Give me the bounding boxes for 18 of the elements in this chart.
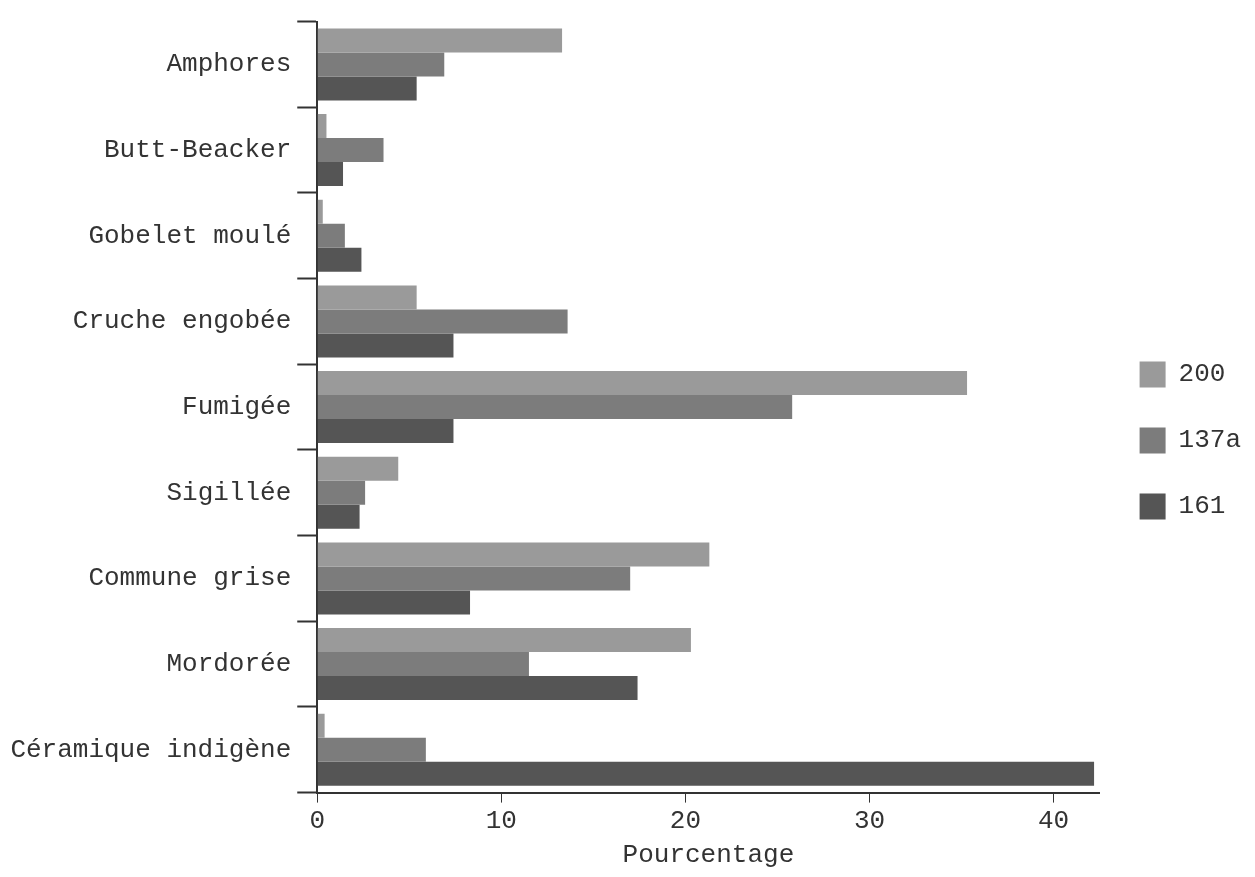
legend-label: 161	[1178, 491, 1226, 522]
x-tick-label: 40	[1037, 806, 1070, 837]
y-tick-label: Cruche engobée	[72, 306, 292, 337]
x-tick-label: 0	[309, 806, 326, 837]
x-tick-label: 10	[485, 806, 517, 837]
y-tick-label: Céramique indigène	[10, 734, 292, 765]
x-tick-label: 30	[853, 806, 886, 837]
legend-label: 137a	[1178, 425, 1242, 456]
y-tick-label: Amphores	[166, 49, 292, 80]
legend-label: 200	[1178, 359, 1226, 390]
y-tick-label: Mordorée	[166, 648, 292, 679]
y-tick-label: Gobelet moulé	[88, 220, 292, 251]
y-tick-label: Fumigée	[182, 391, 292, 422]
y-tick-label: Butt-Beacker	[104, 134, 292, 165]
y-tick-label: Sigillée	[166, 477, 292, 508]
x-tick-label: 20	[669, 806, 702, 837]
x-axis-title: Pourcentage	[622, 840, 795, 871]
y-tick-label: Commune grise	[88, 563, 292, 594]
